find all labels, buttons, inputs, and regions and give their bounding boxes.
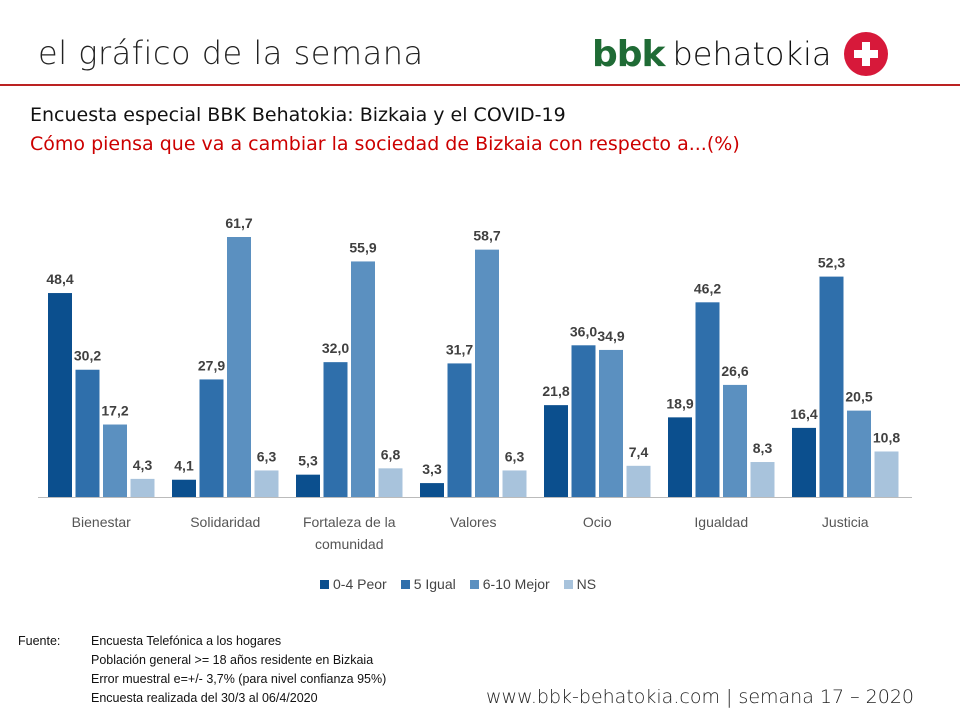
data-label: 3,3 [422,461,442,477]
source-line: Encuesta Telefónica a los hogares [91,634,282,648]
bar [695,302,720,497]
bar [819,276,844,497]
legend-swatch [320,579,329,589]
legend-swatch [400,579,410,589]
bar [874,451,899,497]
legend-label: 0-4 Peor [333,576,387,592]
bar [668,417,692,497]
bar [48,293,72,497]
source-line: Error muestral e=+/- 3,7% (para nivel co… [91,672,387,686]
data-label: 31,7 [446,341,473,357]
bar [296,474,320,497]
data-label: 10,8 [873,429,900,445]
legend-label: 6-10 Mejor [482,576,550,592]
data-label: 6,8 [381,446,401,462]
bar [323,362,348,497]
data-label: 6,3 [505,448,525,464]
source-line: Población general >= 18 años residente e… [91,653,374,667]
category-label: Justicia [822,514,869,530]
data-label: 20,5 [845,389,872,405]
bar [792,427,816,497]
legend-item: 6-10 Mejor [469,576,550,592]
data-label: 34,9 [597,328,624,344]
bbk-behatokia-logo: bbk behatokia [592,32,888,76]
data-label: 16,4 [790,406,817,422]
legend-swatch [563,579,573,589]
legend-item: 0-4 Peor [320,576,387,592]
data-label: 4,1 [174,458,194,474]
bar [172,479,196,497]
bar [227,237,251,497]
footer-text: www.bbk-behatokia.com | semana 17 – 2020 [486,686,915,708]
data-label: 61,7 [225,215,252,231]
logo-text: behatokia [672,35,832,73]
data-label: 8,3 [753,440,773,456]
category-label: Valores [450,514,496,530]
data-label: 6,3 [257,448,277,464]
category-label: Ocio [583,514,612,530]
source-notes: Fuente: Encuesta Telefónica a los hogare… [18,632,386,708]
data-label: 48,4 [46,271,73,287]
legend-label: NS [576,576,597,592]
data-label: 4,3 [133,457,153,473]
bar [447,363,472,497]
bar [599,349,623,497]
data-label: 58,7 [473,228,500,244]
bar [420,483,444,497]
bar [351,261,375,497]
category-label: comunidad [315,536,384,552]
category-label: Solidaridad [190,514,260,530]
data-label: 55,9 [349,239,376,255]
legend-item: 5 Igual [400,576,456,592]
bar [571,345,596,497]
data-label: 46,2 [694,280,721,296]
chart-title: Encuesta especial BBK Behatokia: Bizkaia… [30,104,566,126]
data-label: 17,2 [101,403,128,419]
legend-item: NS [563,576,597,592]
bar [723,384,747,497]
header-divider [0,84,960,86]
bar [130,478,155,497]
legend-swatch [469,579,479,589]
chart-subtitle: Cómo piensa que va a cambiar la sociedad… [30,133,740,155]
bar [254,470,279,497]
bar [626,465,651,497]
legend-label: 5 Igual [413,576,456,592]
data-label: 5,3 [298,453,318,469]
source-label: Fuente: [18,634,61,648]
chart-legend: 0-4 Peor 5 Igual 6-10 Mejor NS [320,576,596,592]
data-label: 26,6 [721,363,748,379]
data-label: 30,2 [74,348,101,364]
bar [847,410,871,497]
data-label: 7,4 [629,444,649,460]
bar [378,468,403,497]
bar [103,424,127,497]
category-label: Bienestar [72,514,131,530]
bar [502,470,527,497]
data-label: 32,0 [322,340,349,356]
bar [475,249,499,497]
data-label: 36,0 [570,323,597,339]
data-label: 52,3 [818,255,845,271]
bar [75,369,100,497]
data-label: 21,8 [542,383,569,399]
data-label: 18,9 [666,395,693,411]
category-label: Fortaleza de la [303,514,396,530]
data-label: 27,9 [198,357,225,373]
bar [544,405,568,497]
source-line: Encuesta realizada del 30/3 al 06/4/2020 [91,691,318,705]
bar-chart: 48,4 30,2 17,2 4,3 Bienestar 4,1 27,9 61,7 6,3 So… [38,215,912,552]
red-cross-icon [843,32,888,76]
category-label: Igualdad [694,514,748,530]
logo-bbk: bbk [592,33,665,75]
bar [199,379,224,497]
page-header-title: el gráfico de la semana [38,34,424,72]
bar [750,462,775,497]
